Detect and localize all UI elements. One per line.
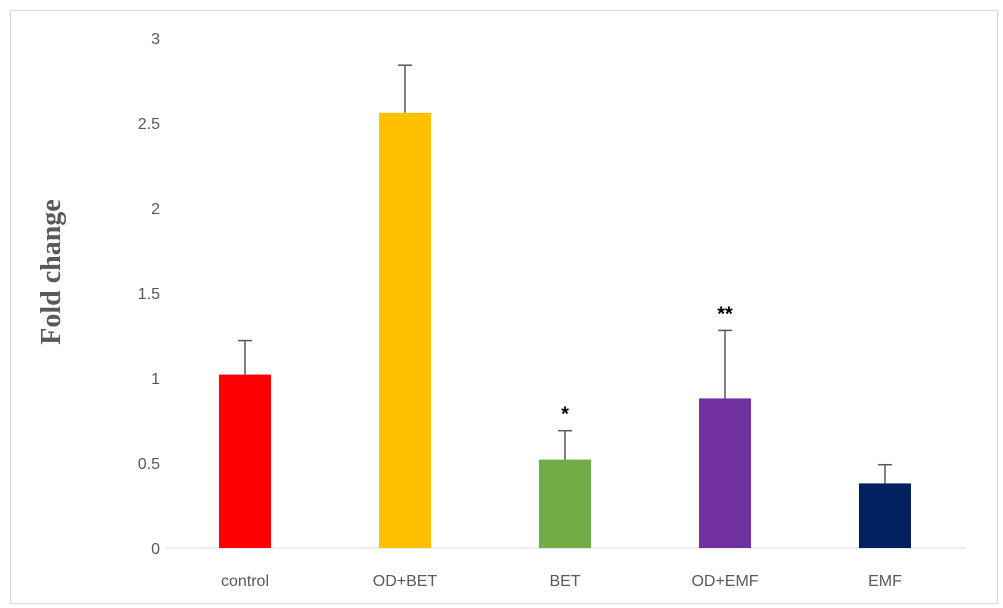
error-bars: [238, 64, 892, 484]
category-label: BET: [549, 573, 580, 590]
y-tick-label: 2: [151, 201, 160, 218]
category-label: control: [221, 573, 269, 590]
y-axis-title: Fold change: [36, 199, 67, 344]
category-labels: control OD+BET BET OD+EMF EMF: [221, 573, 902, 590]
error-bar: [718, 329, 732, 399]
error-bar: [398, 64, 412, 113]
bar-od-bet: [379, 112, 431, 549]
chart-frame: [10, 10, 998, 604]
error-bar: [558, 429, 572, 460]
y-tick-label: 1.5: [138, 286, 160, 303]
y-tick-label: 1: [151, 371, 160, 388]
significance-annotations: ***: [561, 303, 733, 425]
category-label: OD+EMF: [691, 573, 758, 590]
y-tick-label: 3: [151, 31, 160, 48]
category-label: EMF: [868, 573, 902, 590]
bar-emf: [859, 483, 911, 548]
significance-marker: **: [717, 303, 733, 325]
bar-control: [219, 374, 271, 548]
error-bar: [878, 463, 892, 484]
bars: [219, 112, 911, 549]
significance-marker: *: [561, 404, 569, 426]
y-tick-label: 2.5: [138, 116, 160, 133]
y-tick-label: 0: [151, 541, 160, 558]
category-label: OD+BET: [373, 573, 438, 590]
bar-od-emf: [699, 398, 751, 548]
bar-bet: [539, 459, 591, 548]
error-bar: [238, 339, 252, 375]
y-tick-labels: 0 0.5 1 1.5 2 2.5 3: [138, 31, 160, 558]
y-tick-label: 0.5: [138, 456, 160, 473]
